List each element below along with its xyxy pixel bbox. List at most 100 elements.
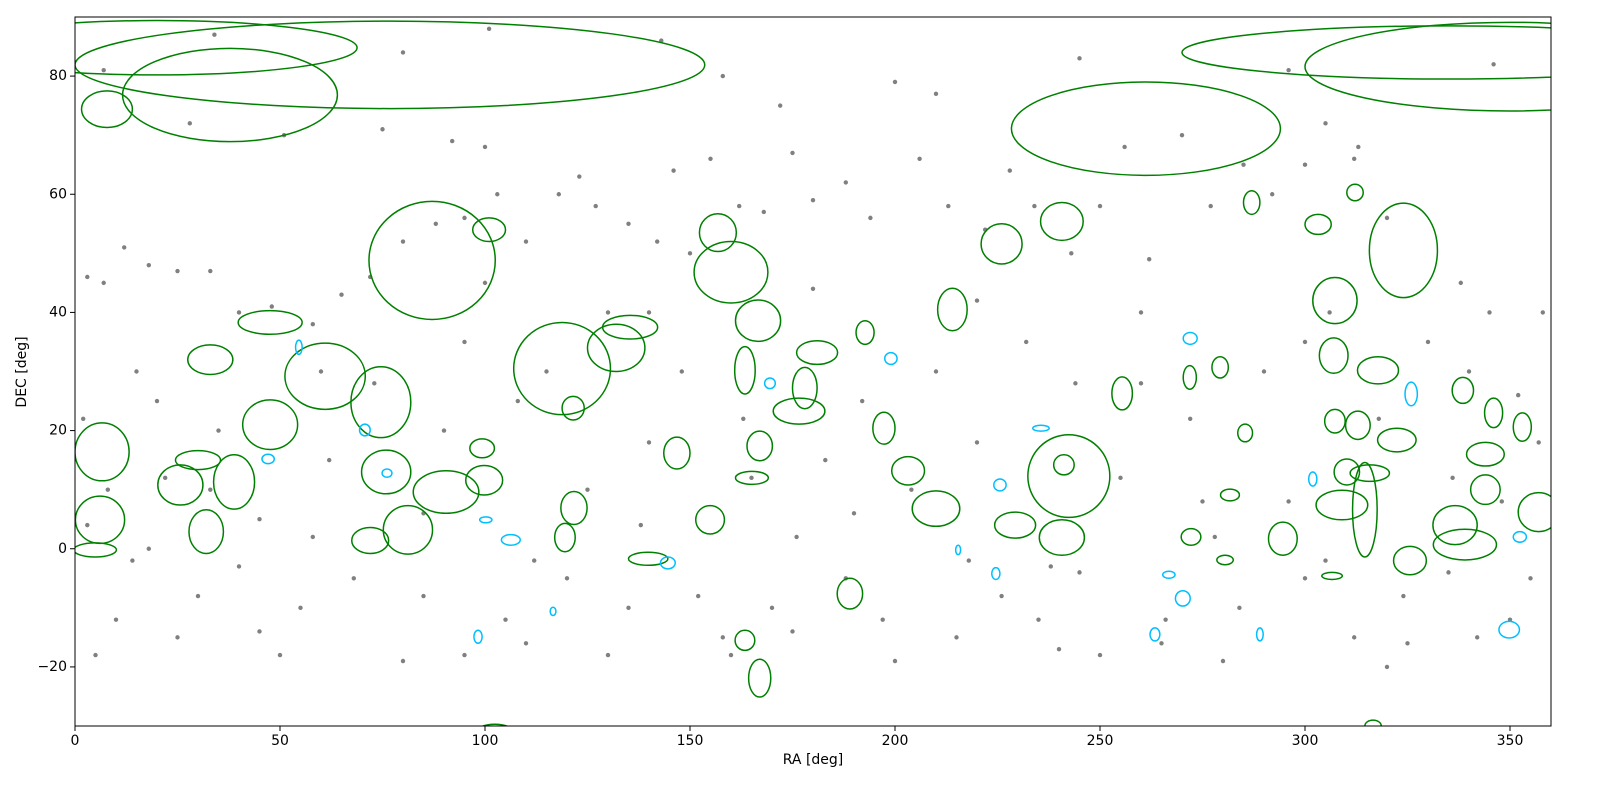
region-ellipse (75, 19, 358, 76)
point (310, 322, 315, 327)
point (1458, 280, 1464, 286)
region-ellipse (1255, 627, 1264, 642)
point (769, 605, 775, 611)
region-ellipse (1344, 410, 1371, 441)
point (1118, 475, 1123, 481)
point (1384, 664, 1390, 670)
region-ellipse (746, 430, 774, 462)
region-ellipse (1216, 554, 1235, 566)
point (696, 593, 701, 599)
point (638, 522, 643, 528)
point (1007, 168, 1012, 173)
point (1138, 310, 1144, 315)
point (441, 428, 447, 433)
point (400, 50, 406, 55)
region-ellipse (954, 544, 962, 556)
point (843, 180, 848, 185)
region-ellipse (1304, 21, 1551, 112)
point (1073, 381, 1078, 386)
region-ellipse (350, 366, 412, 439)
point (380, 127, 385, 132)
region-ellipse (1356, 355, 1400, 385)
point (1384, 215, 1390, 221)
region-ellipse (480, 723, 509, 726)
region-ellipse (936, 287, 968, 332)
region-ellipse (360, 449, 412, 495)
point (503, 617, 508, 622)
region-ellipse (980, 223, 1023, 265)
y-tick-label: 60 (49, 186, 67, 202)
point (212, 32, 217, 37)
point (810, 286, 816, 291)
region-ellipse (795, 340, 839, 366)
point (486, 26, 492, 32)
point (720, 635, 725, 640)
point (1147, 257, 1152, 262)
point (626, 221, 631, 226)
y-tick-label: 80 (49, 68, 67, 84)
point (236, 310, 242, 315)
point (1446, 570, 1451, 575)
point (1466, 369, 1472, 374)
region-ellipse (121, 47, 339, 143)
region-ellipse (1027, 433, 1111, 519)
region-ellipse (1469, 474, 1501, 506)
region-ellipse (1219, 488, 1241, 502)
point (1261, 369, 1267, 374)
region-ellipse (1174, 589, 1191, 607)
point (1212, 534, 1218, 540)
point (1352, 635, 1357, 640)
point (134, 369, 139, 374)
point (1036, 617, 1041, 622)
point (1159, 641, 1164, 646)
point (593, 203, 598, 209)
region-ellipse (855, 319, 875, 346)
point (532, 558, 537, 563)
point (113, 617, 119, 622)
region-ellipse (1432, 504, 1478, 546)
region-ellipse (1517, 491, 1551, 533)
point (208, 487, 213, 492)
region-ellipse (1376, 427, 1417, 453)
point (372, 381, 377, 386)
point (1023, 339, 1029, 345)
point (671, 168, 676, 173)
point (880, 617, 885, 622)
region-ellipse (1323, 408, 1346, 434)
region-ellipse (1010, 81, 1282, 177)
x-tick-label: 350 (1497, 733, 1524, 749)
region-ellipse (734, 299, 782, 343)
point (277, 652, 283, 658)
point (318, 369, 324, 374)
region-ellipse (1180, 527, 1202, 546)
point (909, 487, 914, 492)
point (556, 192, 561, 197)
region-ellipse (993, 478, 1007, 492)
point (1208, 203, 1213, 209)
region-ellipse (1242, 189, 1261, 216)
region-ellipse (512, 321, 612, 416)
region-ellipse (351, 526, 390, 555)
point (175, 268, 180, 274)
point (1491, 62, 1496, 67)
point (1188, 416, 1193, 421)
point (1516, 392, 1521, 398)
y-tick-label: 0 (58, 541, 67, 557)
region-ellipse (75, 542, 118, 558)
region-ellipse (187, 344, 234, 376)
point (175, 635, 180, 640)
point (1286, 67, 1291, 73)
region-ellipse (1267, 521, 1298, 556)
point (605, 652, 611, 658)
x-tick-label: 250 (1087, 733, 1114, 749)
point (1077, 570, 1082, 575)
point (1475, 635, 1480, 640)
x-tick-label: 0 (71, 733, 80, 749)
region-ellipse (549, 606, 557, 617)
point (130, 558, 135, 563)
region-ellipse (1211, 355, 1230, 379)
region-ellipse (872, 411, 896, 445)
point (482, 280, 488, 286)
region-ellipse (368, 200, 496, 321)
